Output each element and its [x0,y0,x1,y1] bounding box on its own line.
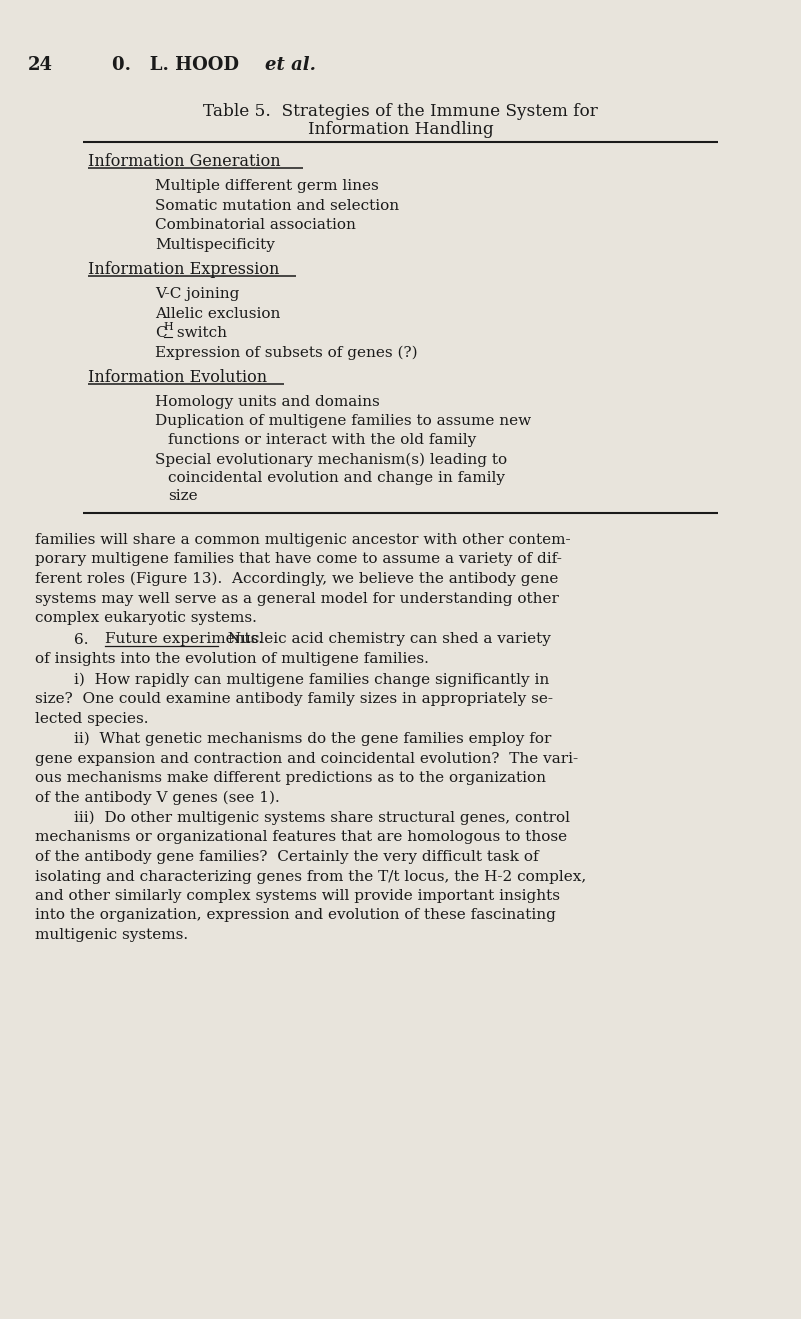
Text: families will share a common multigenic ancestor with other contem-: families will share a common multigenic … [35,533,570,547]
Text: ii)  What genetic mechanisms do the gene families employ for: ii) What genetic mechanisms do the gene … [35,732,551,747]
Text: Table 5.  Strategies of the Immune System for: Table 5. Strategies of the Immune System… [203,103,598,120]
Text: lected species.: lected species. [35,711,148,725]
Text: isolating and characterizing genes from the T/t locus, the H-2 complex,: isolating and characterizing genes from … [35,869,586,884]
Text: complex eukaryotic systems.: complex eukaryotic systems. [35,611,257,625]
Text: systems may well serve as a general model for understanding other: systems may well serve as a general mode… [35,591,559,605]
Text: Somatic mutation and selection: Somatic mutation and selection [155,198,399,212]
Text: i)  How rapidly can multigene families change significantly in: i) How rapidly can multigene families ch… [35,673,549,687]
Text: Future experiments.: Future experiments. [105,633,263,646]
Text: Information Expression: Information Expression [88,261,280,278]
Text: Information Generation: Information Generation [88,153,280,170]
Text: Combinatorial association: Combinatorial association [155,218,356,232]
Text: Expression of subsets of genes (?): Expression of subsets of genes (?) [155,346,417,360]
Text: Nucleic acid chemistry can shed a variety: Nucleic acid chemistry can shed a variet… [218,633,551,646]
Text: Homology units and domains: Homology units and domains [155,394,380,409]
Text: Allelic exclusion: Allelic exclusion [155,306,280,321]
Text: V-C joining: V-C joining [155,288,239,301]
Text: functions or interact with the old family: functions or interact with the old famil… [168,433,477,447]
Text: gene expansion and contraction and coincidental evolution?  The vari-: gene expansion and contraction and coinc… [35,752,578,765]
Text: 0.   L. HOOD: 0. L. HOOD [112,55,245,74]
Text: Multispecificity: Multispecificity [155,237,275,252]
Text: multigenic systems.: multigenic systems. [35,929,188,942]
Text: Information Evolution: Information Evolution [88,369,267,386]
Text: of the antibody V genes (see 1).: of the antibody V genes (see 1). [35,790,280,805]
Text: of the antibody gene families?  Certainly the very difficult task of: of the antibody gene families? Certainly… [35,849,538,864]
Text: Special evolutionary mechanism(s) leading to: Special evolutionary mechanism(s) leadin… [155,452,507,467]
Text: 6.: 6. [35,633,99,646]
Text: coincidental evolution and change in family: coincidental evolution and change in fam… [168,471,505,485]
Text: C: C [155,326,167,340]
Text: of insights into the evolution of multigene families.: of insights into the evolution of multig… [35,652,429,666]
Text: size: size [168,489,198,504]
Text: Multiple different germ lines: Multiple different germ lines [155,179,379,193]
Text: iii)  Do other multigenic systems share structural genes, control: iii) Do other multigenic systems share s… [35,811,570,826]
Text: mechanisms or organizational features that are homologous to those: mechanisms or organizational features th… [35,831,567,844]
Text: 24: 24 [28,55,53,74]
Text: size?  One could examine antibody family sizes in appropriately se-: size? One could examine antibody family … [35,692,553,706]
Text: Information Handling: Information Handling [308,121,493,138]
Text: into the organization, expression and evolution of these fascinating: into the organization, expression and ev… [35,909,556,922]
Text: porary multigene families that have come to assume a variety of dif-: porary multigene families that have come… [35,553,562,566]
Text: switch: switch [172,326,227,340]
Text: Duplication of multigene families to assume new: Duplication of multigene families to ass… [155,414,531,429]
Text: ous mechanisms make different predictions as to the organization: ous mechanisms make different prediction… [35,772,546,785]
Text: H: H [163,322,173,332]
Text: et al.: et al. [265,55,316,74]
Text: and other similarly complex systems will provide important insights: and other similarly complex systems will… [35,889,560,904]
Text: ferent roles (Figure 13).  Accordingly, we believe the antibody gene: ferent roles (Figure 13). Accordingly, w… [35,572,558,587]
